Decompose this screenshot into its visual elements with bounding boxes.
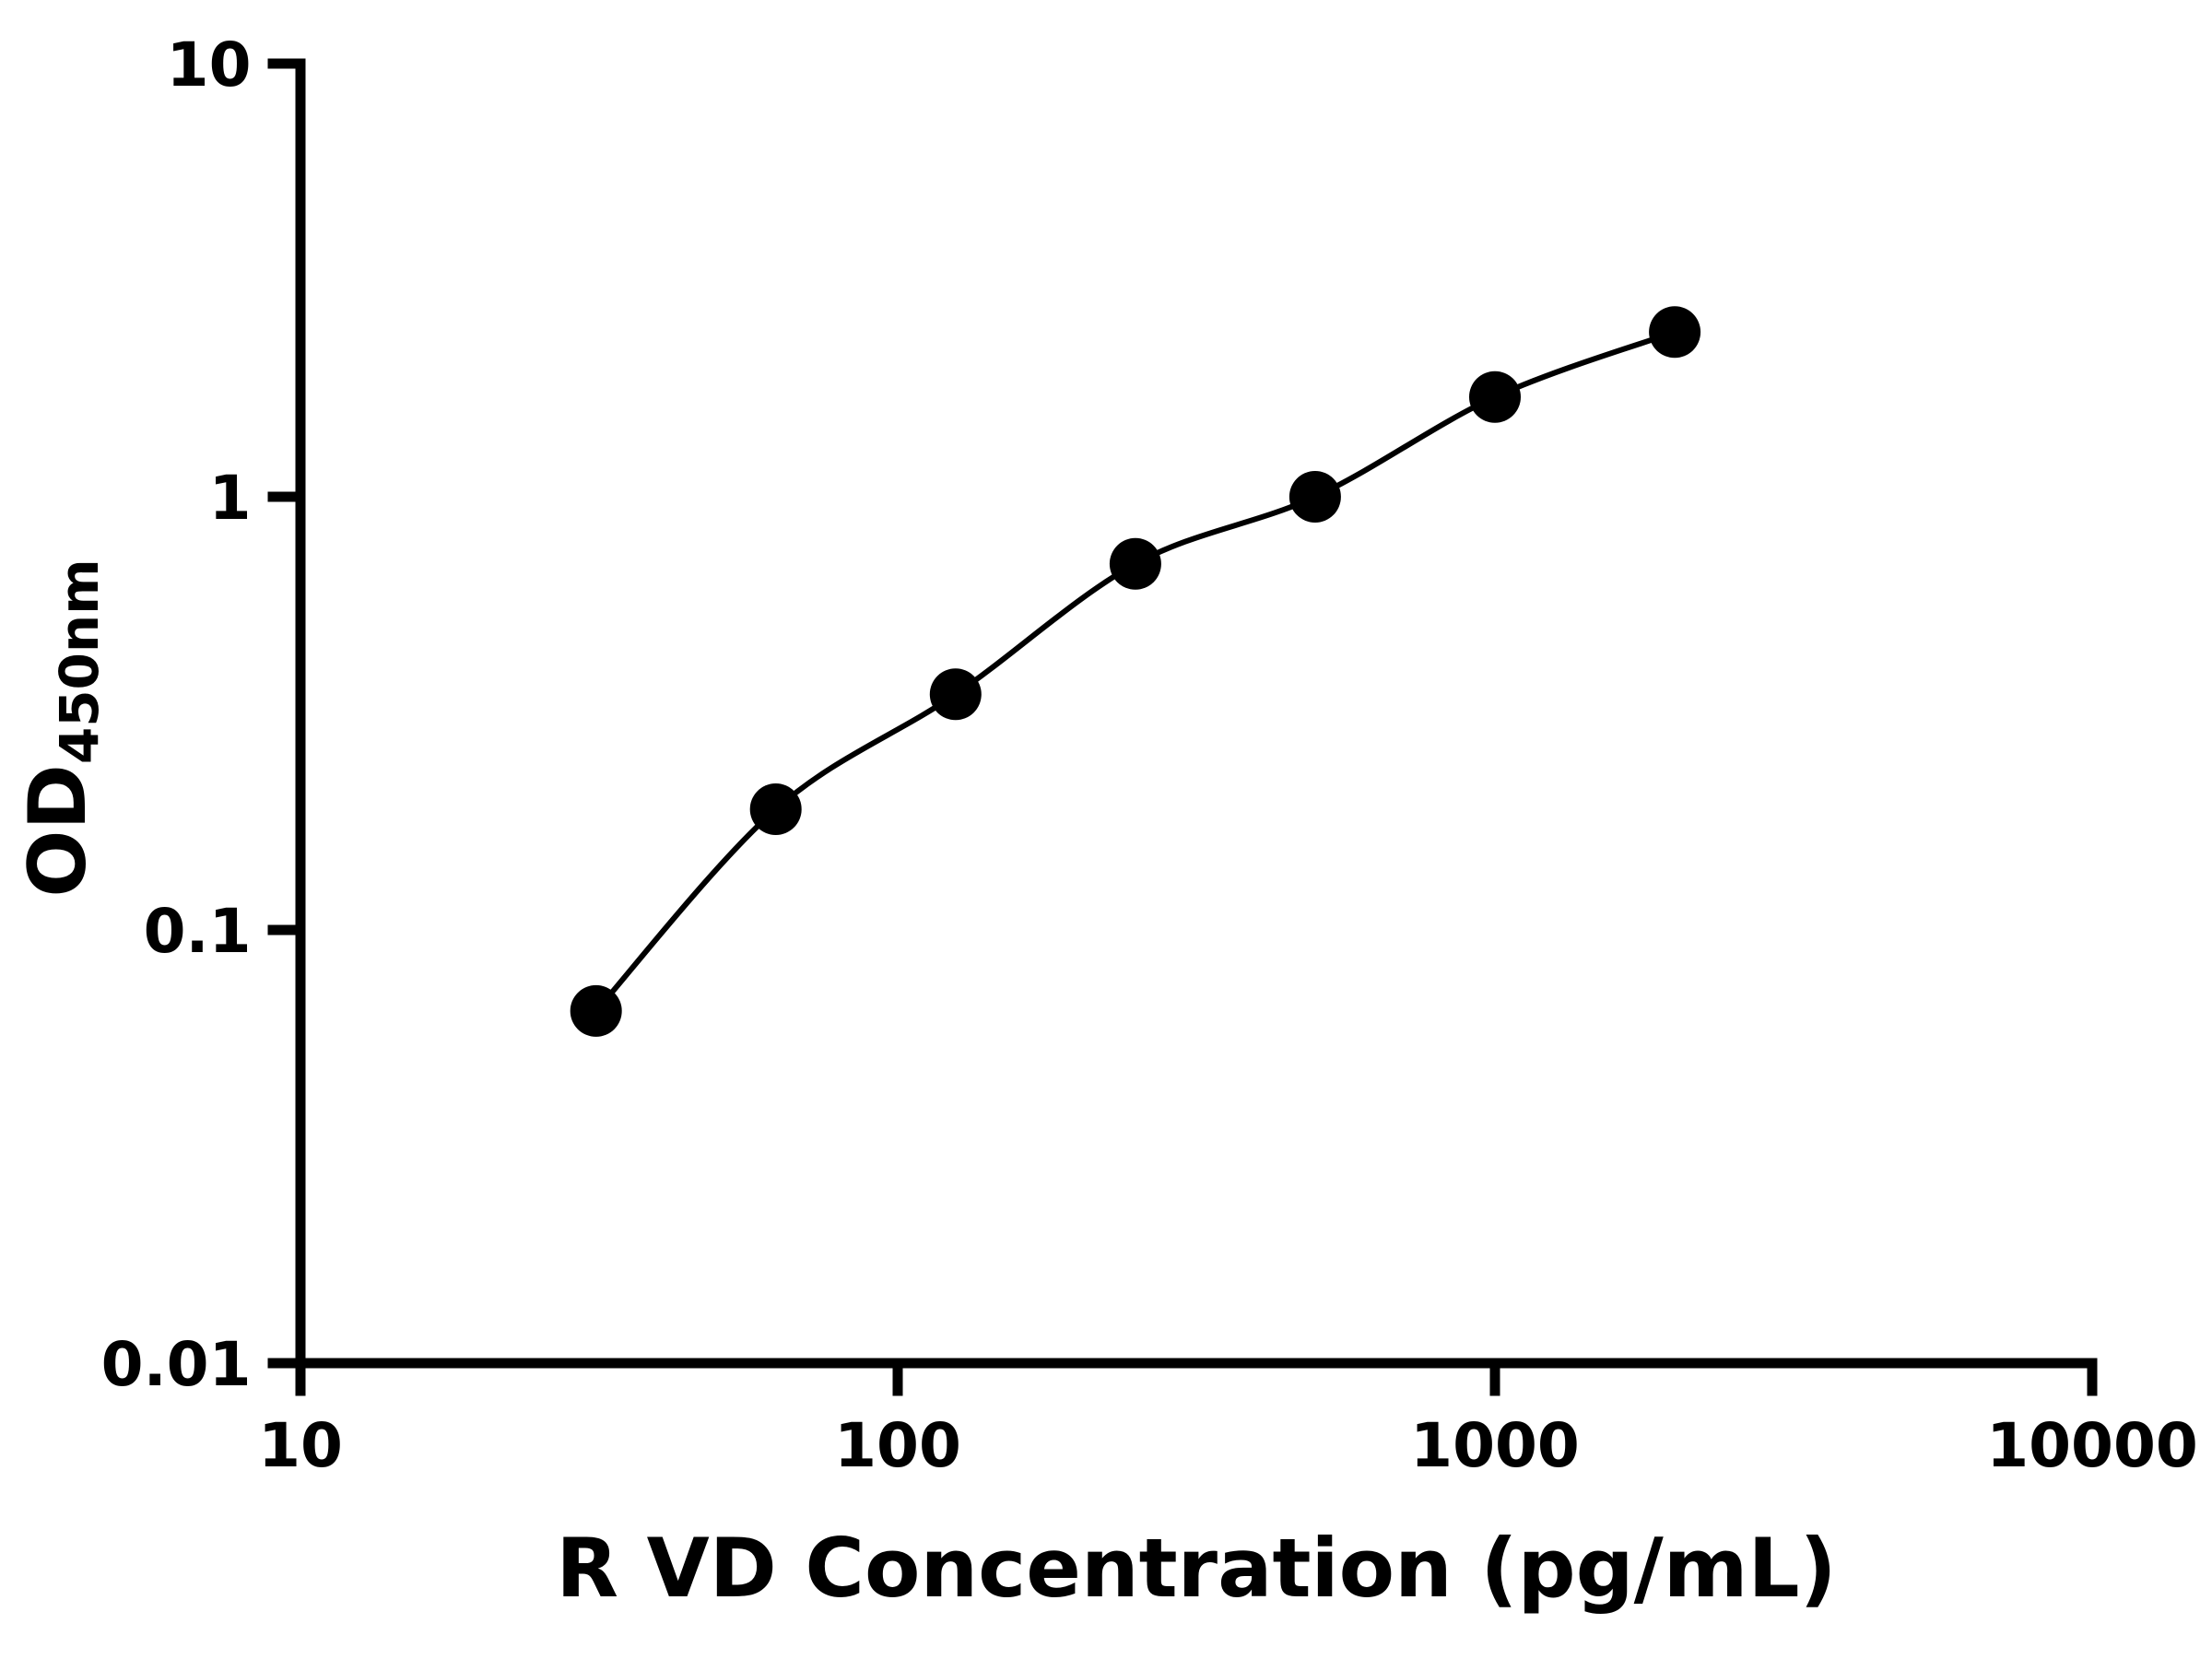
y-axis-tick-label: 1 — [209, 463, 252, 534]
y-axis-title: OD450nm — [12, 559, 111, 897]
fit-curve — [594, 329, 1677, 1013]
y-axis-tick-label: 0.1 — [144, 896, 252, 967]
data-point — [1469, 371, 1521, 423]
data-point — [749, 783, 802, 835]
x-axis-tick-label: 1000 — [1410, 1410, 1580, 1481]
data-point — [1288, 471, 1341, 523]
axes-lines — [295, 58, 2098, 1369]
data-point — [1649, 306, 1701, 359]
data-point — [929, 668, 982, 721]
y-axis-title-main: OD — [12, 764, 104, 898]
x-axis-tick-label: 10 — [258, 1410, 343, 1481]
y-axis-tick-label: 10 — [167, 29, 252, 100]
data-point — [1109, 537, 1161, 590]
x-axis-title: R VD Concentration (pg/mL) — [556, 1521, 1837, 1616]
x-axis-tick-label: 10000 — [1986, 1410, 2198, 1481]
x-axis-tick-label: 100 — [834, 1410, 961, 1481]
y-axis-title-subscript: 450nm — [48, 559, 111, 764]
y-axis-tick-label: 0.01 — [101, 1329, 252, 1400]
data-point — [570, 984, 622, 1037]
